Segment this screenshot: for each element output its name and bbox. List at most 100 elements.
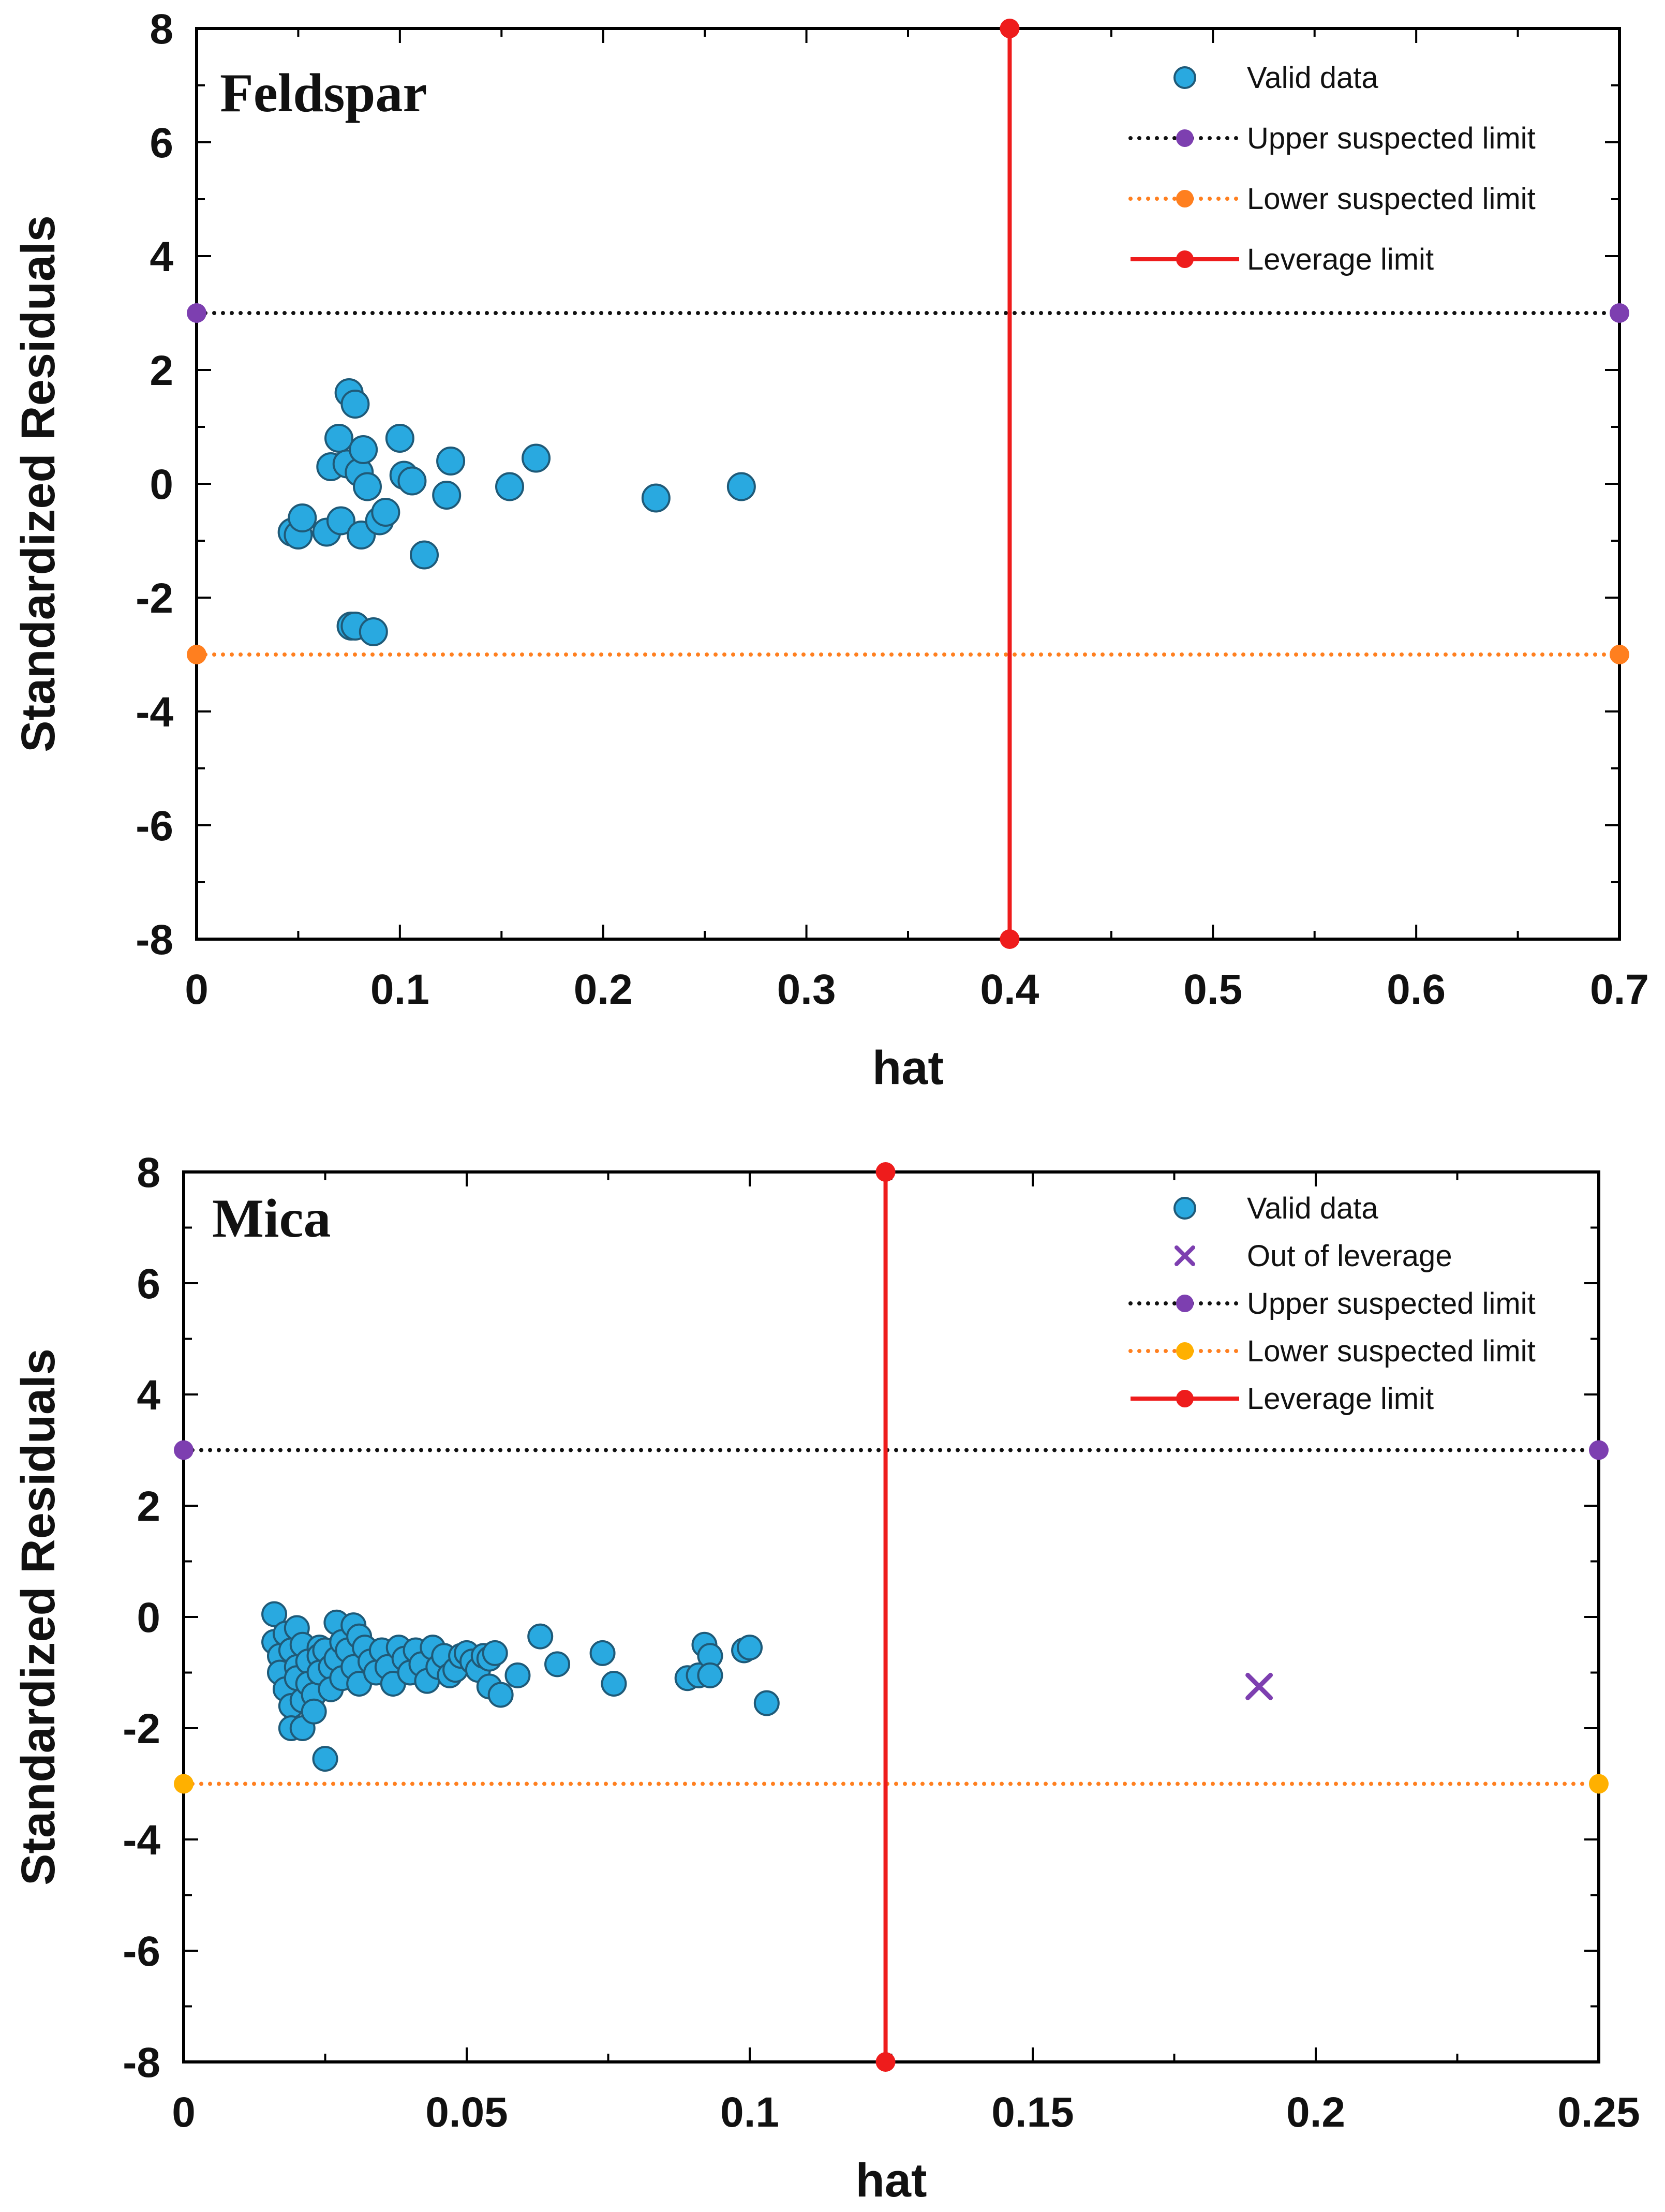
y-tick-label: -4: [123, 1817, 160, 1864]
data-point-valid: [697, 1662, 723, 1688]
y-tick-label: 0: [137, 1594, 160, 1641]
y-tick-label: 6: [150, 120, 173, 167]
y-tick-label: -6: [136, 803, 173, 850]
data-point-valid: [753, 1690, 780, 1716]
x-tick-label: 0.2: [574, 966, 633, 1013]
data-point-valid: [504, 1662, 531, 1688]
lower-limit-marker: [174, 1774, 194, 1794]
legend-swatch-lower-marker: [1176, 190, 1194, 207]
legend-item: Out of leverage: [1175, 1239, 1452, 1273]
leverage-limit-marker: [1000, 929, 1020, 949]
data-point-valid: [641, 483, 671, 513]
x-axis-label: hat: [856, 2154, 927, 2207]
upper-limit-marker: [174, 1440, 194, 1460]
data-point-valid: [495, 472, 524, 501]
data-point-valid: [737, 1635, 763, 1661]
chart-panel-mica: 8 6 4 2 0 -2 -4 -6 -8 0 0.05 0.1 0.15 0.2 0.25 hat Stand…: [12, 1149, 1640, 2207]
legend-label: Lower suspected limit: [1247, 1334, 1536, 1368]
y-tick-label: -2: [136, 575, 173, 622]
data-point-valid: [288, 503, 317, 532]
x-tick-label: 0.5: [1183, 966, 1242, 1013]
legend-label: Leverage limit: [1247, 1382, 1434, 1416]
legend-label: Valid data: [1247, 61, 1378, 95]
y-tick-label: 6: [137, 1260, 160, 1308]
upper-limit-marker: [1610, 303, 1629, 323]
data-point-valid: [397, 466, 427, 496]
y-axis-label: Standardized Residuals: [12, 215, 65, 752]
y-tick-label: -4: [136, 689, 173, 736]
x-tick-label: 0.25: [1557, 2089, 1640, 2136]
data-point-valid: [371, 498, 400, 527]
data-point-valid: [359, 617, 388, 646]
legend-label: Valid data: [1247, 1192, 1378, 1225]
y-tick-label: 2: [150, 347, 173, 394]
data-point-valid: [301, 1698, 327, 1725]
legend-swatch-lower-marker: [1176, 1342, 1194, 1360]
x-marker-stroke: [1245, 1672, 1273, 1700]
panel-title: Mica: [212, 1188, 331, 1249]
x-tick-label: 0.15: [991, 2089, 1074, 2136]
x-tick-label: 0: [185, 966, 209, 1013]
legend-item: Leverage limit: [1131, 243, 1434, 276]
data-point-valid: [436, 447, 466, 476]
legend-swatch-valid: [1173, 66, 1196, 89]
chart-panel-feldspar: 8 6 4 2 0 -2 -4 -6 -8 0 0.1 0.2 0.3 0.4 0.5 0.6 0.7 hat St…: [12, 6, 1649, 1094]
data-point-valid: [527, 1623, 554, 1650]
legend-swatch-leverage-marker: [1176, 1390, 1194, 1407]
y-tick-label: 0: [150, 461, 173, 508]
upper-limit-marker: [187, 303, 206, 323]
leverage-limit-marker: [875, 2052, 896, 2072]
legend-item: Valid data: [1173, 61, 1378, 95]
x-axis-label: hat: [872, 1042, 944, 1094]
legend: Valid data Out of leverage Upper suspected…: [1128, 1192, 1536, 1416]
data-point-valid: [432, 481, 462, 510]
legend-label: Out of leverage: [1247, 1239, 1452, 1273]
legend-swatch-valid: [1173, 1197, 1196, 1220]
lower-limit-marker: [1589, 1774, 1609, 1794]
legend-item: Lower suspected limit: [1128, 1334, 1536, 1368]
x-tick-label: 0.4: [980, 966, 1039, 1013]
data-point-valid: [410, 540, 439, 570]
legend-item: Upper suspected limit: [1128, 1287, 1536, 1320]
leverage-limit-marker: [875, 1162, 896, 1182]
y-tick-label: -8: [123, 2039, 160, 2086]
data-point-valid: [726, 472, 756, 501]
y-tick-label: 2: [137, 1483, 160, 1530]
data-point-valid: [544, 1651, 571, 1677]
x-tick-label: 0.2: [1286, 2089, 1345, 2136]
leverage-limit-marker: [1000, 19, 1020, 38]
data-point-valid: [353, 472, 382, 501]
legend-label: Leverage limit: [1247, 243, 1434, 276]
lower-limit-marker: [187, 645, 206, 664]
data-point-valid: [324, 424, 353, 453]
data-point-valid: [312, 1746, 338, 1772]
x-tick-label: 0.1: [720, 2089, 779, 2136]
x-tick-label: 0.1: [370, 966, 429, 1013]
data-point-valid: [385, 424, 414, 453]
legend-item: Valid data: [1173, 1192, 1378, 1225]
y-tick-label: 8: [150, 6, 173, 53]
legend-swatch-out: [1175, 1245, 1195, 1266]
data-point-out-of-leverage: [1245, 1672, 1273, 1700]
legend-label: Lower suspected limit: [1247, 182, 1536, 216]
data-point-valid: [349, 435, 378, 464]
x-tick-label: 0.6: [1387, 966, 1446, 1013]
legend-label: Upper suspected limit: [1247, 1287, 1536, 1320]
data-point-valid: [340, 390, 370, 419]
y-axis-label: Standardized Residuals: [12, 1348, 65, 1886]
y-tick-label: -8: [136, 916, 173, 963]
upper-limit-marker: [1589, 1440, 1609, 1460]
data-point-valid: [589, 1640, 616, 1666]
data-point-valid: [522, 443, 551, 473]
y-tick-label: 4: [150, 233, 173, 280]
data-point-valid: [482, 1640, 508, 1666]
x-tick-label: 0.05: [425, 2089, 508, 2136]
y-tick-label: 4: [137, 1372, 160, 1419]
legend-item: Upper suspected limit: [1128, 122, 1536, 155]
legend-item: Leverage limit: [1131, 1382, 1434, 1416]
y-tick-label: -6: [123, 1928, 160, 1975]
data-point-valid: [487, 1682, 514, 1708]
panel-title: Feldspar: [220, 63, 427, 123]
legend: Valid data Upper suspected limit Lower sus…: [1128, 61, 1536, 276]
